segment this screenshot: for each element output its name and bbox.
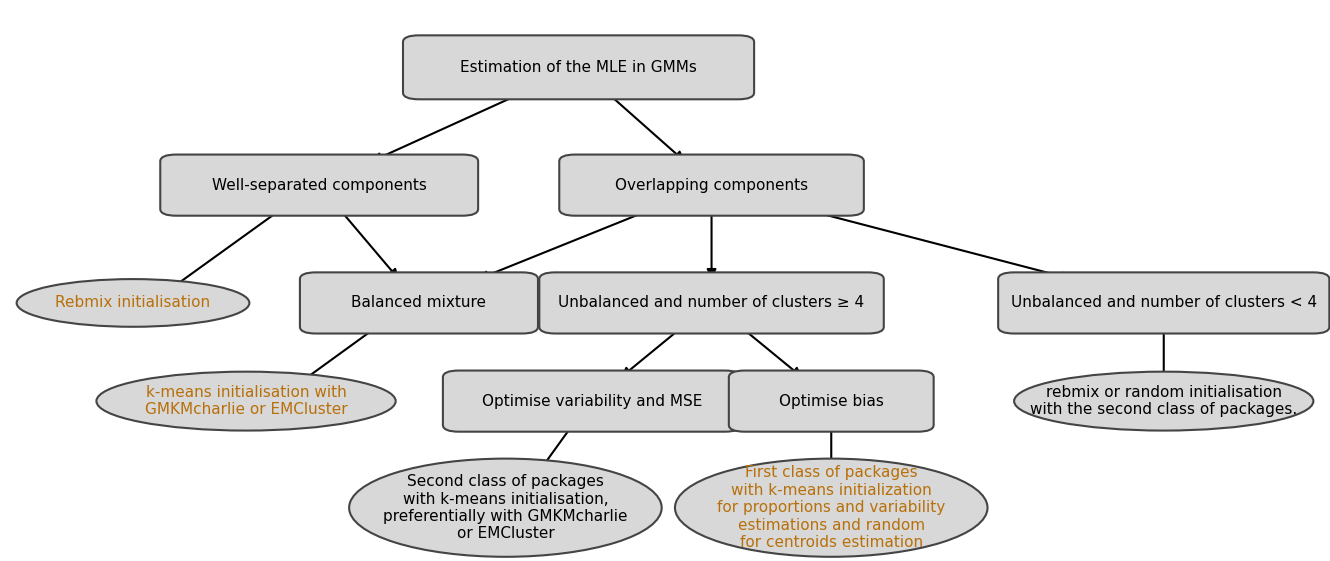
Text: Second class of packages
with k-means initialisation,
preferentially with GMKMch: Second class of packages with k-means in… bbox=[383, 474, 628, 541]
FancyBboxPatch shape bbox=[403, 35, 754, 99]
FancyBboxPatch shape bbox=[560, 155, 864, 216]
FancyBboxPatch shape bbox=[729, 371, 934, 432]
Text: Overlapping components: Overlapping components bbox=[614, 178, 809, 192]
Ellipse shape bbox=[17, 279, 250, 327]
Text: Rebmix initialisation: Rebmix initialisation bbox=[56, 296, 210, 310]
FancyBboxPatch shape bbox=[161, 155, 479, 216]
Text: Estimation of the MLE in GMMs: Estimation of the MLE in GMMs bbox=[460, 60, 697, 75]
Text: k-means initialisation with
GMKMcharlie or EMCluster: k-means initialisation with GMKMcharlie … bbox=[145, 385, 347, 417]
Ellipse shape bbox=[676, 459, 988, 557]
Ellipse shape bbox=[350, 459, 662, 557]
Text: rebmix or random initialisation
with the second class of packages.: rebmix or random initialisation with the… bbox=[1031, 385, 1297, 417]
Text: Unbalanced and number of clusters < 4: Unbalanced and number of clusters < 4 bbox=[1011, 296, 1317, 310]
Text: Well-separated components: Well-separated components bbox=[211, 178, 427, 192]
Text: Optimise bias: Optimise bias bbox=[779, 394, 883, 408]
FancyBboxPatch shape bbox=[540, 272, 884, 333]
Text: First class of packages
with k-means initialization
for proportions and variabil: First class of packages with k-means ini… bbox=[717, 466, 946, 550]
FancyBboxPatch shape bbox=[443, 371, 741, 432]
Text: Optimise variability and MSE: Optimise variability and MSE bbox=[481, 394, 702, 408]
Text: Unbalanced and number of clusters ≥ 4: Unbalanced and number of clusters ≥ 4 bbox=[559, 296, 864, 310]
FancyBboxPatch shape bbox=[299, 272, 537, 333]
Ellipse shape bbox=[1015, 372, 1314, 431]
FancyBboxPatch shape bbox=[998, 272, 1330, 333]
Ellipse shape bbox=[96, 372, 396, 431]
Text: Balanced mixture: Balanced mixture bbox=[351, 296, 487, 310]
